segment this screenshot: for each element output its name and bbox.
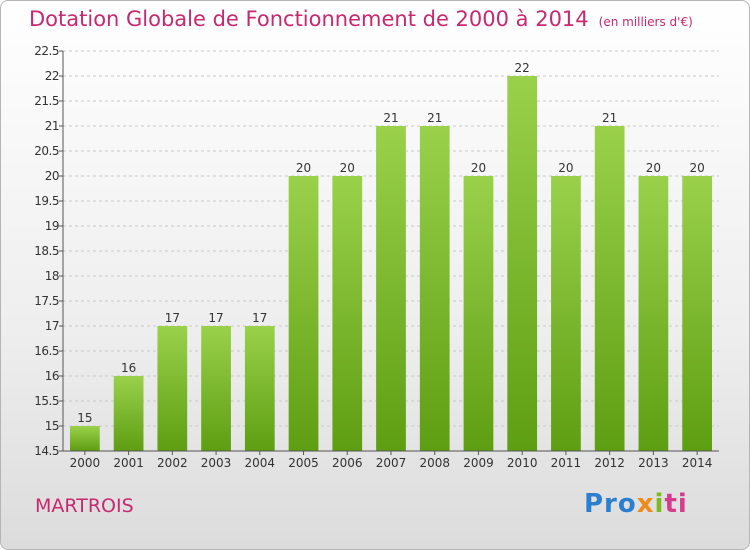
bar-value-label: 20	[558, 161, 573, 175]
y-tick-label: 19	[45, 219, 59, 233]
bar	[682, 176, 713, 451]
x-tick-label: 2008	[419, 456, 450, 470]
y-tick-label: 17.5	[34, 294, 59, 308]
bar-value-label: 16	[121, 361, 136, 375]
bar	[463, 176, 494, 451]
y-tick-label: 22	[45, 69, 59, 83]
y-tick-label: 16	[45, 369, 59, 383]
bar	[551, 176, 581, 451]
bar-value-label: 20	[296, 161, 311, 175]
bar-value-label: 15	[77, 411, 92, 425]
x-tick-label: 2000	[70, 456, 101, 470]
bar-value-label: 21	[427, 111, 442, 125]
y-tick-label: 19.5	[34, 194, 59, 208]
x-tick-label: 2004	[245, 456, 276, 470]
logo-part-2: x	[636, 489, 655, 519]
bar	[157, 326, 188, 451]
bar	[638, 176, 669, 451]
y-tick-label: 17	[45, 319, 59, 333]
x-tick-label: 2002	[157, 456, 188, 470]
bar-value-label: 20	[646, 161, 661, 175]
bars: 15 16 17 17 17 20 20 21 21 20 22 20 21 20 20	[69, 61, 713, 451]
bar	[332, 176, 363, 451]
bar	[376, 126, 406, 451]
bar-value-label: 17	[252, 311, 267, 325]
bar	[288, 176, 319, 451]
axes: 14.5 15 15.5 16 16.5 17 17.5 18 18.5 19 19.5 20 20.5…	[34, 44, 719, 470]
bar	[69, 426, 100, 451]
x-tick-label: 2012	[594, 456, 625, 470]
proxiti-logo: Proxiti	[584, 489, 688, 519]
y-tick-label: 21.5	[34, 94, 59, 108]
x-tick-label: 2010	[507, 456, 538, 470]
x-tick-label: 2005	[288, 456, 319, 470]
bar	[594, 126, 625, 451]
bar-value-label: 20	[471, 161, 486, 175]
commune-name: MARTROIS	[35, 495, 134, 517]
bar-value-label: 20	[340, 161, 355, 175]
x-tick-label: 2011	[551, 456, 582, 470]
y-tick-label: 22.5	[34, 44, 59, 58]
y-tick-label: 15.5	[34, 394, 59, 408]
x-tick-label: 2006	[332, 456, 363, 470]
y-tick-label: 16.5	[34, 344, 59, 358]
bar-value-label: 20	[689, 161, 704, 175]
x-tick-label: 2007	[376, 456, 407, 470]
chart-subtitle: (en milliers d'€)	[598, 15, 693, 29]
x-tick-label: 2001	[113, 456, 144, 470]
bar	[507, 76, 538, 451]
x-tick-label: 2013	[638, 456, 669, 470]
bar	[244, 326, 275, 451]
x-tick-label: 2003	[201, 456, 232, 470]
bar-value-label: 17	[208, 311, 223, 325]
bar	[419, 126, 450, 451]
y-tick-label: 21	[45, 119, 59, 133]
bar-value-label: 21	[383, 111, 398, 125]
y-tick-label: 15	[45, 419, 59, 433]
bar-value-label: 22	[515, 61, 530, 75]
logo-part-4: ti	[664, 489, 688, 519]
bar-value-label: 17	[165, 311, 180, 325]
x-tick-label: 2014	[682, 456, 713, 470]
logo-part-1: Pro	[584, 489, 637, 519]
y-tick-label: 20	[45, 169, 59, 183]
bar	[201, 326, 231, 451]
chart-title: Dotation Globale de Fonctionnement de 20…	[29, 7, 693, 31]
y-tick-label: 18	[45, 269, 59, 283]
chart-title-text: Dotation Globale de Fonctionnement de 20…	[29, 7, 589, 31]
y-tick-label: 18.5	[34, 244, 59, 258]
y-tick-label: 20.5	[34, 144, 59, 158]
y-tick-label: 14.5	[34, 444, 59, 458]
bar	[113, 376, 144, 451]
x-tick-label: 2009	[463, 456, 494, 470]
logo-part-3: i	[654, 489, 665, 519]
bar-value-label: 21	[602, 111, 617, 125]
